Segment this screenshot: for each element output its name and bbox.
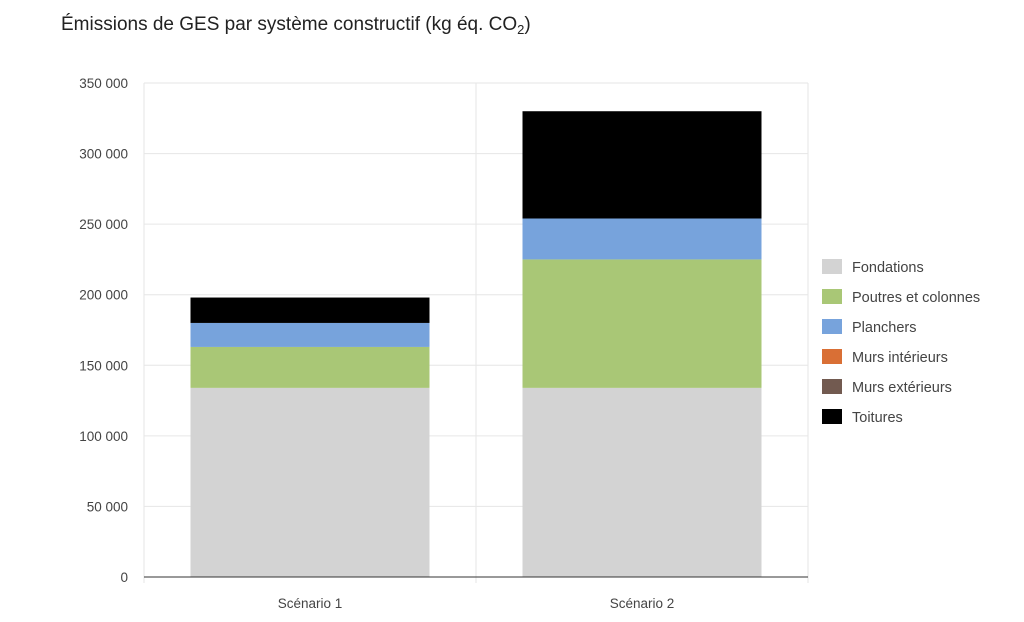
chart-title-subscript: 2 [517,22,525,37]
bars [190,111,762,577]
legend-label[interactable]: Murs extérieurs [852,380,952,396]
bar-segment-fondations-1[interactable] [190,387,430,577]
y-tick-label: 350 000 [79,76,128,91]
legend-swatch [822,289,842,304]
bar-segment-toitures-2[interactable] [522,111,762,219]
legend-label[interactable]: Fondations [852,260,924,276]
legend-label[interactable]: Murs intérieurs [852,350,948,366]
bar-segment-poutres-et-colonnes-1[interactable] [190,346,430,388]
y-tick-label: 50 000 [87,499,128,514]
chart-title: Émissions de GES par système constructif… [61,14,531,37]
legend-swatch [822,349,842,364]
legend-label[interactable]: Toitures [852,410,903,426]
y-tick-label: 100 000 [79,429,128,444]
y-tick-label: 150 000 [79,358,128,373]
chart-title-main: Émissions de GES par système constructif… [61,14,518,35]
x-tick-label: Scénario 1 [278,596,343,611]
legend-label[interactable]: Planchers [852,320,916,336]
legend-swatch [822,379,842,394]
legend-swatch [822,259,842,274]
y-tick-label: 300 000 [79,147,128,162]
bar-segment-toitures-1[interactable] [190,297,430,323]
legend: Fondations Poutres et colonnes Planchers Mu… [822,259,980,426]
chart-title-suffix: ) [524,14,531,35]
axes: 0 50 000 100 000 150 000 200 000 250 000 300 0… [79,76,808,611]
y-tick-label: 0 [120,570,128,585]
bar-segment-planchers-2[interactable] [522,218,762,260]
x-tick-label: Scénario 2 [610,596,675,611]
legend-label[interactable]: Poutres et colonnes [852,290,980,306]
legend-swatch [822,409,842,424]
bar-segment-poutres-et-colonnes-2[interactable] [522,259,762,388]
y-tick-label: 250 000 [79,217,128,232]
bar-segment-planchers-1[interactable] [190,322,430,347]
y-tick-label: 200 000 [79,288,128,303]
legend-swatch [822,319,842,334]
bar-segment-fondations-2[interactable] [522,387,762,577]
